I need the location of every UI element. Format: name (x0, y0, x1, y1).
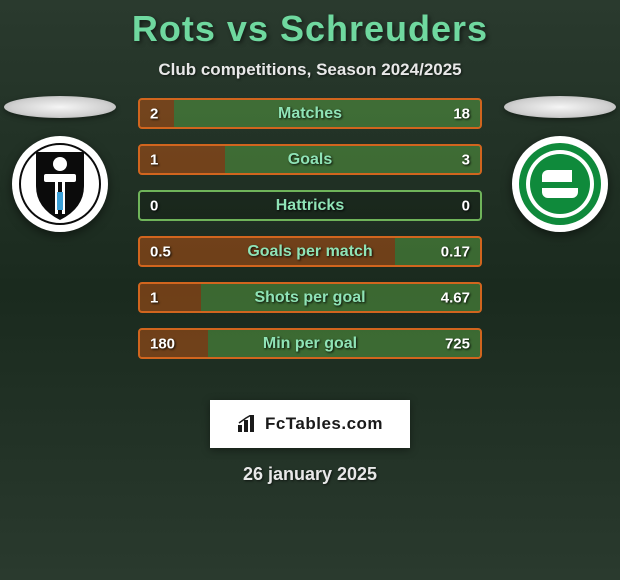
stat-label: Goals per match (140, 243, 480, 261)
stat-row: 00Hattricks (138, 190, 482, 221)
club-logo-groningen (512, 136, 608, 232)
stat-row: 218Matches (138, 98, 482, 129)
stat-row: 0.50.17Goals per match (138, 236, 482, 267)
player-left-column (0, 98, 120, 232)
stat-label: Goals (140, 151, 480, 169)
comparison-panel: 218Matches 13Goals 00Hattricks 0.50.17Goals… (0, 98, 620, 388)
fctables-badge: FcTables.com (210, 400, 410, 448)
stat-bars: 218Matches 13Goals 00Hattricks 0.50.17Goals… (138, 98, 482, 359)
stat-row: 14.67Shots per goal (138, 282, 482, 313)
stat-label: Hattricks (140, 197, 480, 215)
stat-label: Matches (140, 105, 480, 123)
stat-row: 180725Min per goal (138, 328, 482, 359)
stat-label: Shots per goal (140, 289, 480, 307)
stat-label: Min per goal (140, 335, 480, 353)
avatar-right (504, 96, 616, 118)
page-title: Rots vs Schreuders (0, 0, 620, 50)
heracles-shield-icon (18, 142, 102, 226)
branding-text: FcTables.com (265, 414, 383, 434)
player-right-column (500, 98, 620, 232)
date-label: 26 january 2025 (0, 464, 620, 485)
avatar-left (4, 96, 116, 118)
chart-bars-icon (237, 415, 259, 433)
groningen-logo-icon (518, 142, 602, 226)
club-logo-heracles (12, 136, 108, 232)
stat-row: 13Goals (138, 144, 482, 175)
subtitle: Club competitions, Season 2024/2025 (0, 60, 620, 80)
